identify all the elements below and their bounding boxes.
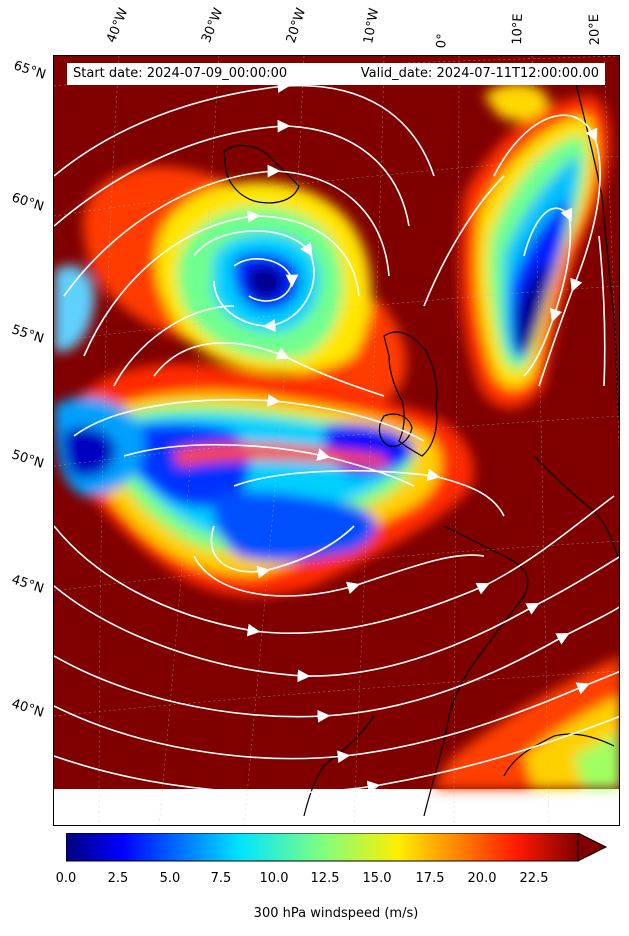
colorbar-tick: 7.5 [210, 871, 232, 886]
colorbar-tick: 12.5 [310, 871, 340, 886]
colorbar-label: 300 hPa windspeed (m/s) [253, 906, 419, 921]
lon-label: 30°W [199, 6, 227, 45]
lon-label: 40°W [104, 6, 132, 45]
colorbar-gradient [66, 833, 579, 862]
colorbar [66, 833, 608, 862]
lon-label: 20°W [283, 6, 310, 45]
map-panel [53, 55, 620, 826]
streamlines [54, 80, 619, 794]
colorbar-extend-arrow [577, 833, 608, 862]
start-date-label: Start date: 2024-07-09_00:00:00 [73, 66, 288, 81]
lon-label: 0° [434, 32, 451, 49]
lat-label: 60°N [9, 190, 46, 215]
lat-label: 55°N [9, 322, 46, 347]
colorbar-tick: 10.0 [259, 871, 289, 886]
colorbar-tick: 5.0 [159, 871, 181, 886]
lon-label: 10°E [510, 13, 527, 45]
valid-date-label: Valid_date: 2024-07-11T12:00:00.00 [360, 66, 599, 81]
lon-label: 20°E [586, 13, 603, 46]
windspeed-map [54, 56, 619, 825]
no-data-strip [54, 789, 619, 825]
colorbar-tick: 15.0 [362, 871, 392, 886]
colorbar-tick: 20.0 [467, 871, 497, 886]
map-header: Start date: 2024-07-09_00:00:00 Valid_da… [67, 63, 605, 85]
lat-label: 65°N [11, 58, 48, 83]
colorbar-tick: 17.5 [415, 871, 445, 886]
colorbar-tick: 22.5 [519, 871, 549, 886]
lat-label: 50°N [9, 447, 46, 472]
colorbar-tick: 0.0 [55, 871, 77, 886]
colorbar-tick: 2.5 [107, 871, 129, 886]
lon-label: 10°W [361, 7, 383, 46]
lat-label: 40°N [9, 696, 46, 721]
lat-label: 45°N [9, 572, 46, 597]
